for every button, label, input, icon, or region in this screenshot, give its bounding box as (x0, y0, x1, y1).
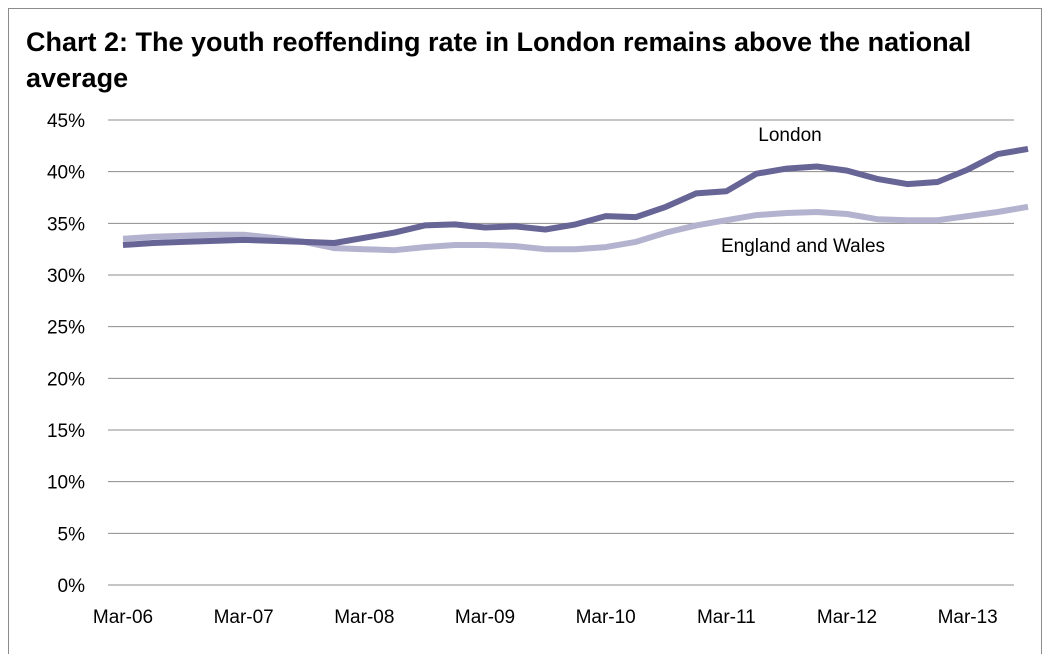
series-label-england-and-wales: England and Wales (721, 236, 885, 257)
x-tick-label: Mar-11 (697, 607, 756, 628)
chart-frame (8, 8, 1042, 654)
x-tick-label: Mar-09 (455, 607, 515, 628)
y-tick-label: 30% (47, 266, 85, 287)
series-line-england-and-wales (122, 203, 1029, 254)
series-label-london: London (758, 125, 821, 146)
x-tick-label: Mar-10 (576, 607, 636, 628)
x-tick-label: Mar-07 (214, 607, 274, 628)
x-tick-label: Mar-12 (817, 607, 877, 628)
chart-title: Chart 2: The youth reoffending rate in L… (26, 27, 972, 93)
series-labels: London England and Wales (721, 125, 885, 257)
y-tick-label: 35% (47, 214, 85, 235)
y-tick-label: 40% (47, 163, 85, 184)
y-axis-ticks: 0% 5% 10% 15% 20% 25% 30% 35% 40% 45% (47, 111, 85, 597)
y-tick-label: 25% (47, 318, 85, 339)
x-tick-label: Mar-13 (938, 607, 998, 628)
series-line-london (122, 145, 1029, 248)
x-tick-label: Mar-08 (334, 607, 394, 628)
y-tick-label: 0% (58, 576, 86, 597)
y-tick-label: 15% (47, 421, 85, 442)
y-tick-label: 5% (58, 524, 86, 545)
y-tick-label: 10% (47, 473, 85, 494)
x-axis-ticks: Mar-06 Mar-07 Mar-08 Mar-09 Mar-10 Mar-11 Mar-… (93, 607, 998, 628)
gridlines (108, 119, 1014, 586)
y-tick-label: 20% (47, 369, 85, 390)
x-tick-label: Mar-06 (93, 607, 153, 628)
y-tick-label: 45% (47, 111, 85, 132)
series-lines (122, 145, 1029, 254)
